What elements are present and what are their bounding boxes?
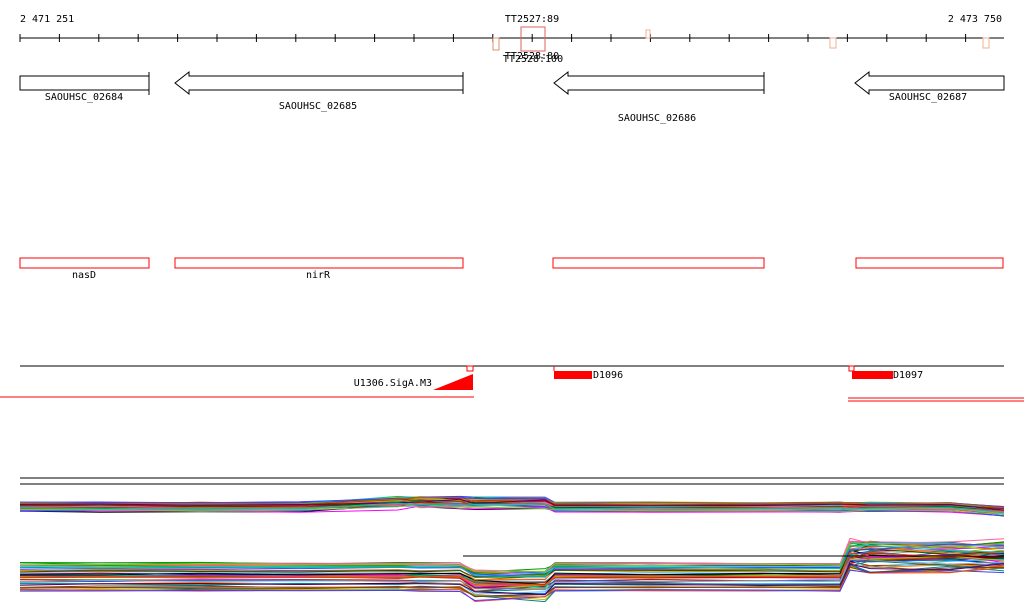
- gene-name-label-nasd[interactable]: nasD: [71, 270, 97, 281]
- coordinate-ruler: [19, 26, 1004, 52]
- gene-name-label-nirr[interactable]: nirR: [305, 270, 331, 281]
- expression-profile-line: [19, 500, 1005, 512]
- expression-profile-line: [19, 550, 1005, 586]
- expression-profile-line: [19, 565, 1005, 598]
- gene-name-box-3[interactable]: [552, 257, 765, 269]
- feature-bar-d1097[interactable]: [852, 371, 893, 379]
- expression-profile-line: [19, 500, 1005, 510]
- gene-arrow-saouhsc-02686[interactable]: [553, 70, 765, 96]
- expression-track-top: [19, 477, 1005, 517]
- gene-label-saouhsc-02684[interactable]: SAOUHSC_02684: [44, 92, 124, 103]
- expression-profile-line: [20, 503, 1005, 515]
- expression-profile-line: [19, 558, 1005, 595]
- feature-label-d1096[interactable]: D1096: [593, 370, 624, 381]
- expression-profile-line: [19, 498, 1005, 511]
- expression-profile-line: [19, 564, 1005, 603]
- gene-label-saouhsc-02687[interactable]: SAOUHSC_02687: [888, 92, 968, 103]
- ruler-marker-box: [645, 29, 651, 39]
- expression-track-bottom: [19, 537, 1005, 603]
- expression-profile-line: [19, 544, 1005, 578]
- gene-label-saouhsc-02685[interactable]: SAOUHSC_02685: [278, 101, 358, 112]
- ruler-marker-box: [982, 37, 990, 49]
- ruler-marker-sub-label-a: TT2528:80: [504, 51, 560, 62]
- feature-tick: [466, 365, 474, 372]
- expression-profile-line: [19, 502, 1005, 514]
- feature-label-d1097[interactable]: D1097: [893, 370, 924, 381]
- feature-tick: [848, 365, 855, 372]
- feature-track: [0, 365, 1024, 402]
- expression-profile-line: [19, 563, 1005, 596]
- ruler-marker-box-selected[interactable]: [520, 26, 546, 52]
- gene-arrow-saouhsc-02687[interactable]: [854, 70, 1005, 96]
- ruler-marker-box: [492, 37, 500, 51]
- gene-track: [19, 70, 1005, 96]
- expression-profile-line: [19, 557, 1005, 590]
- gene-arrow-saouhsc-02685[interactable]: [174, 70, 464, 96]
- expression-profile-line: [19, 542, 1005, 576]
- ruler-marker-sub-label-b: TT2528:100: [502, 54, 564, 65]
- gene-name-box-4[interactable]: [855, 257, 1004, 269]
- gene-name-box-nasd[interactable]: [19, 257, 150, 269]
- gene-name-track: [19, 257, 1004, 269]
- expression-profile-line: [19, 542, 1005, 573]
- feature-bar-d1096[interactable]: [554, 371, 592, 379]
- ruler-start-label: 2 471 251: [20, 14, 75, 25]
- expression-profiles-top: [19, 495, 1005, 517]
- ruler-marker-box: [829, 37, 837, 49]
- expression-profiles-bottom: [19, 537, 1005, 603]
- gene-arrow-saouhsc-02684[interactable]: [19, 72, 150, 95]
- feature-label-u1306[interactable]: U1306.SigA.M3: [353, 378, 432, 389]
- gene-label-saouhsc-02686[interactable]: SAOUHSC_02686: [617, 113, 697, 124]
- ruler-end-label: 2 473 750: [947, 14, 1002, 25]
- feature-promoter-u1306[interactable]: [433, 374, 473, 390]
- ruler-marker-label[interactable]: TT2527:89: [504, 14, 560, 25]
- gene-name-box-nirr[interactable]: [174, 257, 464, 269]
